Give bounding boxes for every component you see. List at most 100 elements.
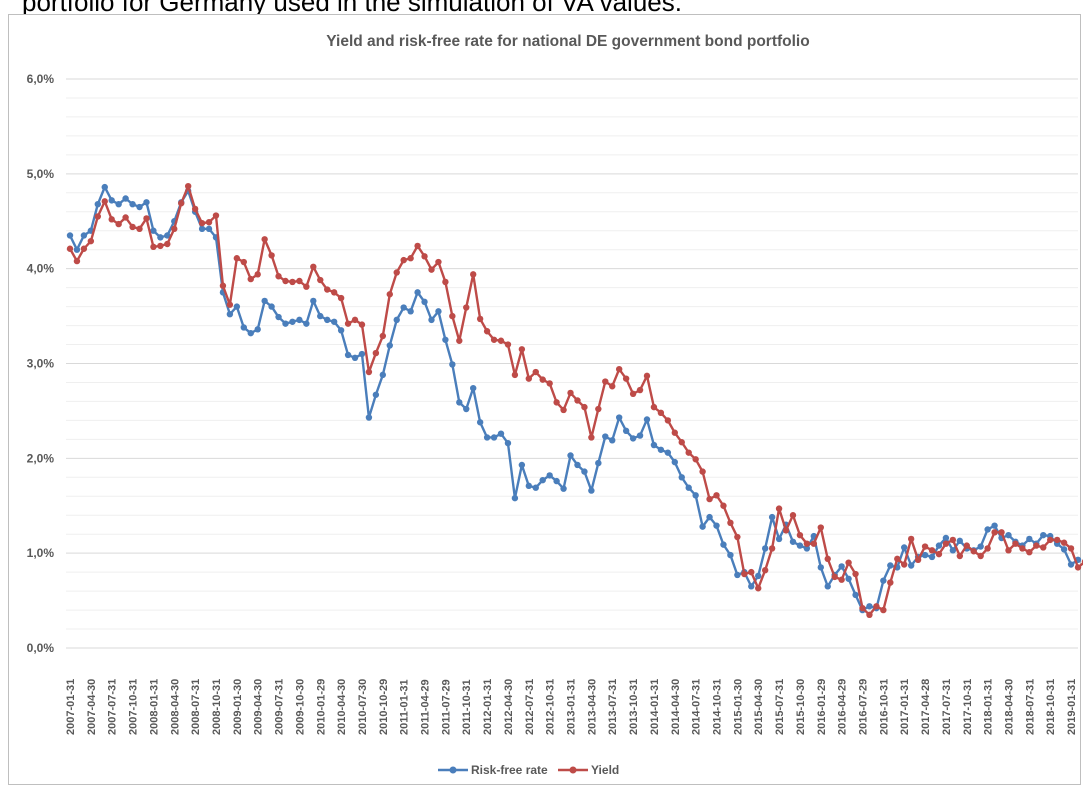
data-point	[476, 315, 484, 323]
x-tick-label: 2015-07-31	[774, 679, 786, 735]
data-point	[504, 341, 512, 348]
data-point	[789, 538, 797, 545]
data-point	[685, 449, 692, 456]
data-point	[171, 225, 178, 233]
data-point	[80, 245, 88, 252]
data-point	[372, 391, 380, 398]
x-tick-label: 2016-01-29	[816, 679, 828, 735]
data-point	[1019, 545, 1026, 552]
data-point	[532, 368, 539, 376]
data-point	[310, 263, 317, 270]
data-point	[991, 529, 998, 536]
x-tick-label: 2007-10-31	[128, 679, 140, 735]
data-point	[73, 246, 81, 253]
data-point	[699, 468, 706, 475]
data-point	[233, 303, 241, 310]
data-point	[191, 205, 199, 213]
data-point	[470, 384, 477, 392]
data-point	[664, 449, 672, 456]
data-point	[428, 316, 435, 324]
x-tick-label: 2010-04-30	[336, 679, 348, 735]
data-point	[1033, 542, 1040, 549]
data-point	[226, 310, 234, 318]
data-point	[337, 294, 345, 302]
data-point	[796, 531, 804, 539]
data-point	[880, 577, 887, 584]
x-tick-label: 2017-01-31	[899, 679, 911, 735]
data-point	[525, 375, 533, 382]
data-point	[164, 240, 171, 248]
data-point	[254, 271, 261, 278]
data-point	[595, 459, 602, 467]
data-point	[629, 390, 637, 398]
data-point	[921, 543, 929, 550]
data-point	[115, 200, 122, 208]
x-tick-label: 2009-07-31	[274, 679, 286, 735]
data-point	[720, 541, 727, 548]
data-point	[296, 316, 303, 324]
data-point	[678, 439, 685, 446]
data-point	[789, 512, 797, 519]
x-tick-label: 2013-10-31	[628, 679, 640, 735]
data-point	[351, 316, 359, 324]
data-point	[956, 552, 964, 560]
data-point	[615, 414, 623, 421]
data-point	[268, 252, 275, 259]
data-point	[998, 529, 1005, 536]
x-tick-label: 2016-07-29	[857, 679, 869, 735]
data-point	[136, 203, 143, 211]
x-tick-label: 2018-10-31	[1045, 679, 1057, 735]
data-point	[80, 232, 88, 239]
data-point	[372, 349, 380, 357]
data-point	[602, 378, 609, 385]
x-tick-label: 2008-07-31	[190, 679, 202, 735]
data-point	[901, 544, 908, 551]
data-point	[831, 573, 838, 581]
x-tick-label: 2015-10-30	[795, 679, 807, 735]
data-point	[164, 232, 171, 239]
data-point	[379, 332, 387, 340]
data-point	[414, 242, 421, 250]
data-point	[358, 321, 366, 328]
data-point	[143, 199, 150, 206]
data-point	[845, 575, 852, 582]
data-point	[1074, 564, 1082, 571]
data-point	[261, 297, 268, 305]
y-tick-label: 2,0%	[27, 451, 55, 465]
data-point	[1067, 545, 1075, 552]
data-point	[456, 337, 463, 344]
data-point	[685, 484, 692, 491]
data-point	[942, 534, 950, 542]
x-tick-label: 2019-01-31	[1066, 679, 1078, 735]
data-point	[233, 255, 241, 262]
data-point	[852, 570, 859, 578]
data-point	[504, 439, 512, 447]
data-point	[761, 545, 769, 552]
x-tick-label: 2018-04-30	[1003, 679, 1015, 735]
data-point	[1060, 539, 1068, 546]
data-point	[977, 552, 984, 560]
data-point	[205, 225, 213, 233]
data-point	[365, 414, 373, 421]
data-point	[699, 523, 706, 530]
x-tick-label: 2016-10-31	[878, 679, 890, 735]
data-point	[150, 227, 157, 234]
data-point	[240, 324, 247, 331]
x-tick-label: 2008-10-31	[211, 679, 223, 735]
data-point	[852, 591, 859, 599]
data-point	[824, 555, 831, 563]
data-point	[240, 258, 247, 266]
data-point	[317, 276, 324, 284]
data-point	[386, 291, 393, 298]
data-point	[873, 603, 880, 610]
data-point	[66, 232, 74, 239]
data-point	[643, 416, 651, 423]
y-tick-label: 6,0%	[27, 72, 55, 86]
data-point	[567, 452, 574, 459]
data-point	[254, 326, 261, 333]
data-point	[122, 214, 129, 221]
data-point	[525, 482, 533, 490]
x-tick-label: 2015-01-30	[732, 679, 744, 735]
data-point	[129, 200, 136, 208]
x-tick-label: 2016-04-29	[837, 679, 849, 735]
